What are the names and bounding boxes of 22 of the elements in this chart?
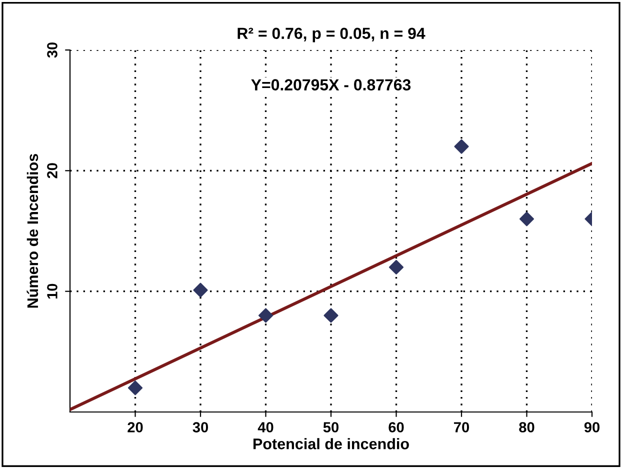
x-tick-label: 70 <box>454 422 470 432</box>
y-tick-label: 10 <box>47 284 58 299</box>
point <box>128 380 143 396</box>
point <box>193 282 208 298</box>
x-tick-label: 40 <box>258 422 274 432</box>
x-tick-label: 50 <box>323 422 339 432</box>
point <box>388 260 404 274</box>
x-tick-label: 30 <box>192 422 208 432</box>
x-tick-label: 60 <box>388 422 404 432</box>
y-tick-label: 30 <box>47 42 58 58</box>
x-tick-label: 90 <box>584 422 600 432</box>
chart-title: R² = 0.76, p = 0.05, n = 94 <box>238 28 426 42</box>
x-tick-label: 20 <box>128 422 143 432</box>
point <box>324 308 338 323</box>
y-axis-title: Número de Incendios <box>26 154 38 308</box>
annotation: Y=0.20795X - 0.87763 <box>251 79 411 91</box>
y-tick-label: 20 <box>47 163 58 178</box>
point <box>454 139 469 154</box>
point <box>519 212 534 226</box>
x-tick-label: 80 <box>519 422 534 432</box>
point <box>258 308 274 323</box>
x-axis-title: Potencial de incendio <box>254 438 409 450</box>
